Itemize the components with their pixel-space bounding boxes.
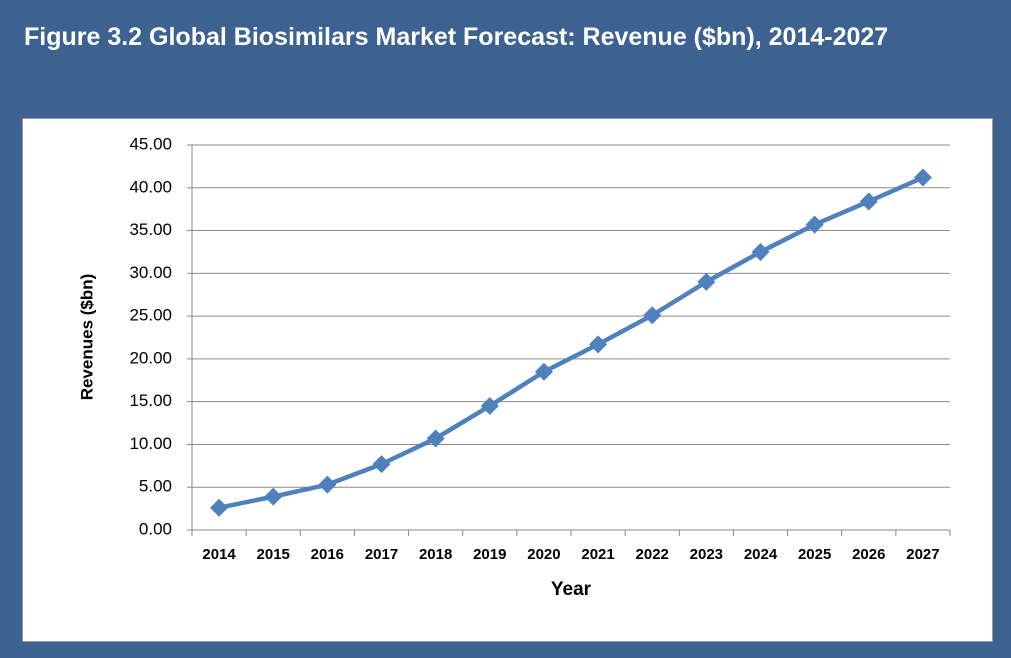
x-tick-label: 2016 [311, 546, 344, 563]
y-tick-label: 15.00 [129, 391, 172, 410]
y-axis-label: Revenues ($bn) [77, 274, 96, 401]
x-tick-label: 2023 [690, 546, 723, 563]
x-tick-label: 2018 [419, 546, 452, 563]
marker [589, 335, 608, 354]
y-tick-label: 0.00 [139, 519, 172, 538]
chart-title: Figure 3.2 Global Biosimilars Market For… [24, 23, 889, 51]
marker [372, 455, 391, 474]
x-tick-label: 2022 [636, 546, 669, 563]
x-tick-label: 2025 [798, 546, 831, 563]
y-tick-label: 40.00 [129, 177, 172, 196]
x-tick-label: 2014 [202, 546, 236, 563]
marker [480, 396, 499, 415]
marker [318, 475, 337, 494]
y-tick-label: 25.00 [129, 306, 172, 325]
x-tick-label: 2020 [527, 546, 560, 563]
x-axis-label: Year [551, 579, 592, 600]
chart-panel [22, 118, 993, 642]
marker [264, 487, 283, 506]
marker [913, 168, 932, 187]
marker [859, 192, 878, 211]
y-tick-label: 30.00 [129, 263, 172, 282]
marker [805, 215, 824, 234]
marker [534, 362, 553, 381]
x-tick-label: 2019 [473, 546, 506, 563]
y-tick-label: 35.00 [129, 220, 172, 239]
x-tick-label: 2021 [581, 546, 614, 563]
y-tick-label: 10.00 [129, 434, 172, 453]
marker [210, 498, 229, 517]
x-tick-label: 2015 [257, 546, 290, 563]
x-tick-label: 2026 [852, 546, 885, 563]
marker [751, 242, 770, 261]
marker [643, 306, 662, 325]
line [218, 175, 924, 510]
y-tick-label: 45.00 [129, 134, 172, 153]
x-tick-label: 2027 [906, 546, 939, 563]
x-tick-label: 2017 [365, 546, 398, 563]
y-tick-label: 20.00 [129, 348, 172, 367]
marker [697, 272, 716, 291]
y-tick-label: 5.00 [139, 477, 172, 496]
marker [426, 429, 445, 448]
x-tick-label: 2024 [744, 546, 778, 563]
